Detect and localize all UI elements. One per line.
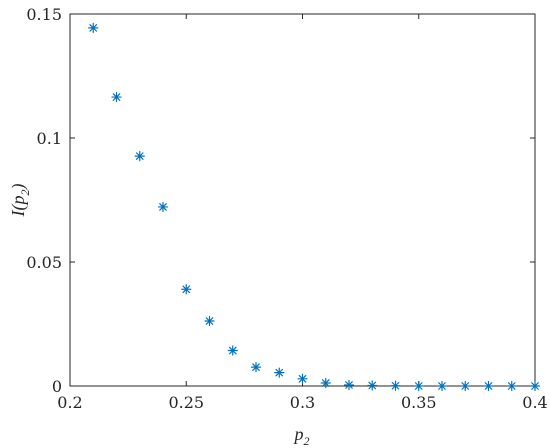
data-point [297,373,308,384]
x-axis-label: p2 [293,424,310,448]
y-axis-label: I(p2) [8,184,32,218]
y-tick-label: 0.15 [26,5,62,24]
data-point [204,315,215,327]
data-point [181,284,192,295]
y-tick-label: 0.05 [26,253,62,272]
x-tick-label: 0.3 [290,393,315,412]
data-point [250,362,262,373]
data-point [413,380,424,392]
x-tick-label: 0.35 [401,393,437,412]
data-point [390,380,401,391]
data-point [88,22,99,33]
x-axis: 0.2 0.25 0.3 0.35 0.4 [57,14,548,412]
y-tick-label: 0.1 [37,129,62,148]
data-point [367,380,378,391]
plot-area [69,13,536,387]
data-point [529,380,541,392]
data-point [157,201,169,213]
data-point [436,380,448,392]
y-axis: 0 0.05 0.1 0.15 [26,5,535,396]
data-point [134,151,145,162]
data-point [483,380,494,392]
data-point [506,380,517,392]
x-tick-label: 0.25 [168,393,204,412]
data-point [111,91,122,103]
data-point [460,380,471,392]
x-tick-label: 0.4 [522,393,547,412]
x-tick-label: 0.2 [57,393,82,412]
plot-frame [69,13,536,387]
data-point [274,367,285,378]
data-point [343,379,355,391]
y-tick-label: 0 [52,377,62,396]
data-point [227,345,238,356]
data-point [320,377,331,389]
data-series [88,22,541,392]
